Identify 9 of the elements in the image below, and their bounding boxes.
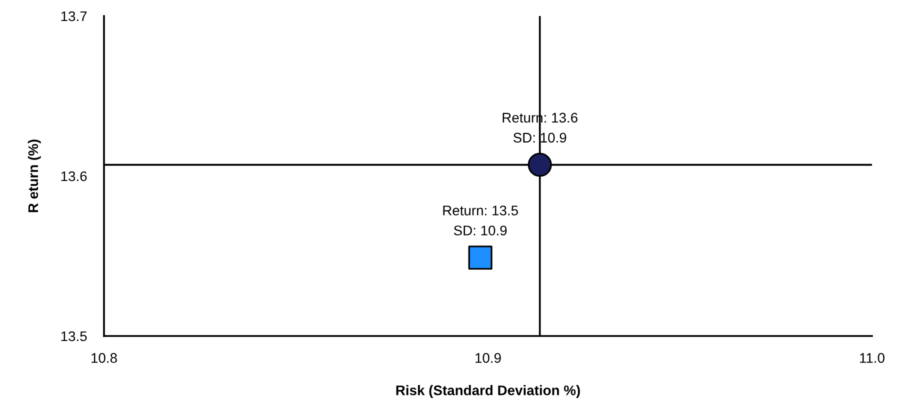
x-tick-label: 10.9 [476, 353, 501, 363]
x-tick-label: 10.8 [92, 353, 117, 363]
x-tick-label: 11.0 [860, 353, 884, 363]
y-axis-title: R eturn (%) [28, 140, 41, 212]
x-axis-title: Risk (Standard Deviation %) [396, 385, 580, 398]
y-tick-label: 13.6 [61, 171, 87, 182]
y-tick-label: 13.7 [61, 11, 87, 22]
y-tick-label: 13.5 [61, 331, 87, 342]
annotation: Return: 13.5 SD: 10.9 [443, 206, 518, 236]
